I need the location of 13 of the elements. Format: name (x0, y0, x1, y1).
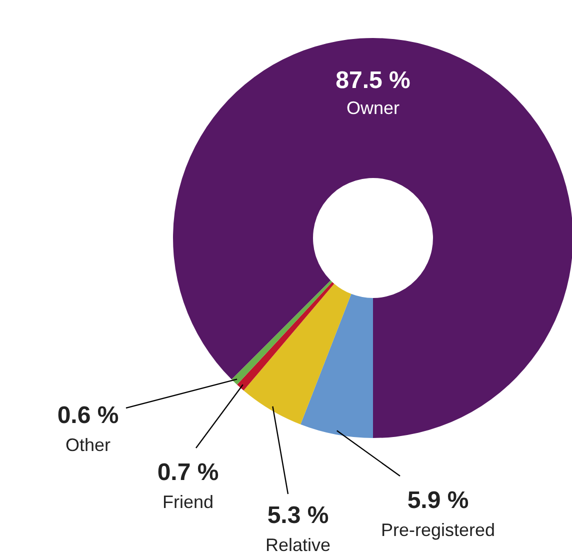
slice-label: Friend (162, 492, 214, 512)
data-label: 5.9 % (407, 487, 469, 514)
data-label: 0.7 % (157, 459, 219, 486)
slice-label: Other (65, 435, 111, 455)
donut-slice (173, 38, 572, 438)
slice-label: Relative (265, 535, 331, 555)
data-label: 0.6 % (57, 402, 119, 429)
donut-slice (300, 294, 373, 438)
data-label: 5.3 % (267, 502, 329, 529)
slice-label: Owner (346, 98, 400, 118)
slice-label: Pre-registered (380, 520, 496, 540)
data-label: 87.5 % (336, 67, 410, 94)
donut-slice (244, 284, 352, 424)
